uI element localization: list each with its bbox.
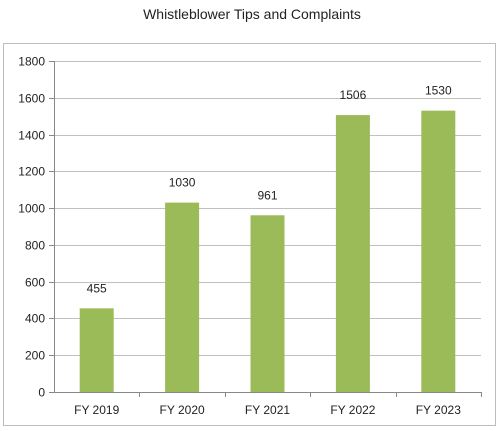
y-tick-label: 0 — [38, 386, 45, 400]
x-tick-label: FY 2020 — [160, 403, 205, 417]
bar-fy-2022 — [335, 115, 370, 393]
bar-fy-2023 — [421, 110, 456, 393]
y-tick-label: 1800 — [18, 55, 45, 69]
bar-fy-2020 — [165, 202, 200, 392]
x-tick-label: FY 2019 — [74, 403, 119, 417]
data-label: 961 — [257, 188, 277, 202]
data-label: 1030 — [169, 176, 196, 190]
chart-title: Whistleblower Tips and Complaints — [143, 6, 361, 22]
y-tick-label: 1200 — [18, 165, 45, 179]
bar-fy-2019 — [79, 308, 114, 392]
y-tick-label: 400 — [25, 312, 45, 326]
y-tick-label: 1600 — [18, 92, 45, 106]
x-tick-label: FY 2023 — [416, 403, 461, 417]
data-label: 1530 — [425, 84, 452, 98]
data-label: 455 — [87, 281, 107, 295]
data-label: 1506 — [340, 88, 367, 102]
x-tick-label: FY 2021 — [245, 403, 290, 417]
y-tick-label: 1400 — [18, 129, 45, 143]
y-tick-label: 800 — [25, 239, 45, 253]
axes — [49, 61, 482, 397]
y-tick-label: 1000 — [18, 202, 45, 216]
y-tick-label: 600 — [25, 276, 45, 290]
bar-fy-2021 — [250, 215, 285, 392]
bars — [79, 110, 456, 393]
labels: 0 200 400 600 800 1000 1200 1400 1600 1800 FY 2019… — [18, 55, 461, 418]
x-tick-label: FY 2022 — [330, 403, 375, 417]
y-tick-label: 200 — [25, 349, 45, 363]
